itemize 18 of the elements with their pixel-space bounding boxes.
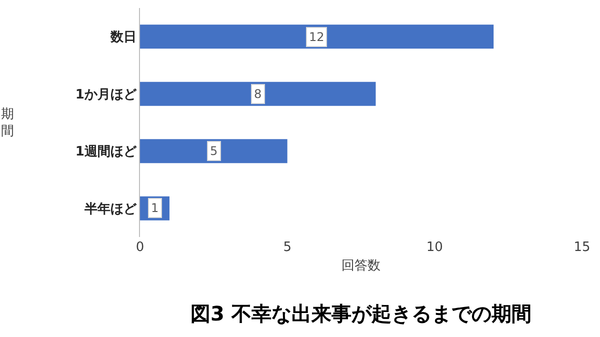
x-tick-label: 0 xyxy=(136,240,144,255)
y-tick-label: 1か月ほど xyxy=(75,87,138,102)
bar xyxy=(140,24,494,49)
x-tick-label: 15 xyxy=(574,240,590,255)
data-label: 8 xyxy=(254,87,262,101)
x-tick-label: 5 xyxy=(283,240,292,255)
bar xyxy=(140,82,376,106)
bar xyxy=(140,139,288,164)
data-label: 5 xyxy=(210,144,218,158)
y-tick-label: 数日 xyxy=(109,30,136,46)
data-label: 12 xyxy=(309,30,324,44)
text: 図3 不幸な出来事が起きるまでの期間 xyxy=(190,301,532,326)
x-tick-label: 10 xyxy=(426,240,443,255)
y-axis-title: 期間 xyxy=(1,107,14,139)
y-tick-label: 1週間ほど xyxy=(75,144,138,160)
y-tick-label: 半年ほど xyxy=(83,202,138,217)
data-label: 1 xyxy=(151,201,159,215)
x-axis-title: 回答数 xyxy=(342,258,380,274)
